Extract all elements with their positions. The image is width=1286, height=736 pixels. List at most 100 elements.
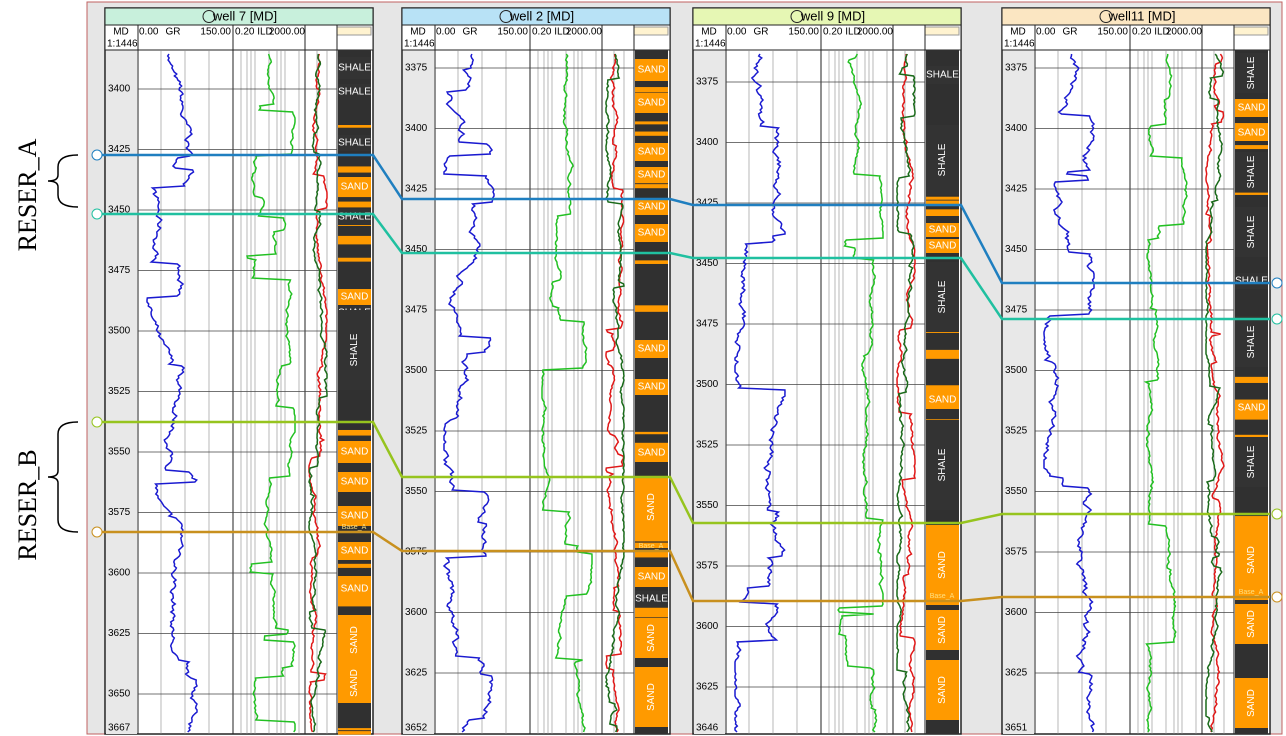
track-label: 150.00 [497, 27, 528, 38]
top-pick [91, 526, 103, 538]
lith-block [1235, 53, 1268, 93]
lith-label: SAND [341, 546, 369, 557]
lith-block [338, 84, 371, 100]
lith-block [926, 391, 959, 409]
lith-block [635, 618, 668, 658]
lith-streak [635, 607, 668, 614]
lith-streak [338, 728, 371, 731]
track-label: GR [463, 27, 478, 38]
top-pick [1271, 313, 1283, 325]
lith-label: SAND [341, 584, 369, 595]
depth-tick-label: 3400 [696, 137, 719, 148]
lith-block [635, 199, 668, 215]
res-curve-a [605, 53, 625, 733]
sub-header [692, 24, 962, 51]
lith-label: SAND [929, 241, 957, 252]
scale-label: 1:1446 [1004, 39, 1035, 50]
lith-streak [635, 184, 668, 189]
top-pick [1271, 591, 1283, 603]
mini-header [1233, 26, 1269, 36]
lith-label: SAND [937, 551, 948, 579]
depth-tick-label: 3575 [1005, 547, 1028, 558]
top-pick [91, 149, 103, 161]
depth-tick-label: 3600 [108, 568, 131, 579]
lith-label: SHALE [1246, 155, 1257, 188]
lith-streak [635, 431, 668, 435]
lith-block [338, 177, 371, 197]
lith-streak [338, 201, 371, 208]
lith-block [338, 310, 371, 390]
depth-track [403, 50, 434, 734]
lith-label: SAND [349, 669, 360, 697]
lith-label: SHALE [937, 280, 948, 313]
lith-streak [1235, 415, 1268, 420]
well-title: well11 [MD] [1108, 8, 1176, 23]
lith-streak [338, 235, 371, 239]
mini-header [924, 26, 960, 36]
lith-streak [926, 352, 959, 359]
lith-block [926, 66, 959, 84]
lith-label: SAND [1238, 103, 1266, 114]
depth-bottom-label: 3651 [1005, 723, 1028, 734]
correlation-line [97, 420, 1270, 525]
depth-tick-label: 3550 [1005, 486, 1028, 497]
track-label: 0.20 [532, 27, 552, 38]
lith-block [338, 289, 371, 305]
top-marker-label: Base_A [342, 524, 367, 531]
lith-label: SHALE [349, 333, 360, 366]
depth-tick-label: 3600 [1005, 607, 1028, 618]
lith-streak [635, 131, 668, 136]
lith-streak [1235, 376, 1268, 381]
lith-streak [1235, 434, 1268, 439]
correlation-line [97, 212, 1270, 321]
top-pick [91, 208, 103, 220]
lith-block [338, 542, 371, 560]
well-title: well 2 [MD] [509, 8, 574, 23]
depth-tick-label: 3625 [696, 682, 719, 693]
lith-block [1235, 437, 1268, 487]
brace [47, 421, 79, 533]
lith-streak [338, 563, 371, 568]
track-label: ILD [1154, 27, 1170, 38]
depth-tick-label: 3400 [1005, 123, 1028, 134]
lith-block [635, 93, 668, 113]
res-curve-b [604, 53, 625, 733]
lith-label: SAND [1246, 689, 1257, 717]
depth-tick-label: 3375 [405, 63, 428, 74]
track-label: 2000.00 [1166, 27, 1203, 38]
lith-label: SHALE [338, 212, 371, 223]
depth-tick-label: 3575 [108, 507, 131, 518]
lith-label: SAND [1246, 546, 1257, 574]
depth-tick-label: 3425 [108, 144, 131, 155]
ild-curve [541, 53, 593, 733]
lith-block [635, 567, 668, 587]
lith-streak [1235, 145, 1268, 150]
depth-tick-label: 3525 [696, 440, 719, 451]
lith-label: SAND [638, 344, 666, 355]
lith-label: SAND [638, 98, 666, 109]
scale-label: 1:1446 [404, 39, 435, 50]
sub-header [104, 24, 374, 51]
lith-streak [635, 306, 668, 310]
lith-block [635, 143, 668, 161]
lith-block [1235, 317, 1268, 367]
depth-tick-label: 3450 [696, 258, 719, 269]
lith-label: SAND [638, 448, 666, 459]
lith-block [338, 441, 371, 463]
lith-block [338, 472, 371, 492]
depth-tick-label: 3625 [405, 668, 428, 679]
lith-label: SAND [341, 292, 369, 303]
depth-tick-label: 3550 [696, 500, 719, 511]
track-label: ILD [257, 27, 273, 38]
depth-tick-label: 3625 [108, 628, 131, 639]
lith-label: SAND [349, 626, 360, 654]
track-label: 150.00 [788, 27, 819, 38]
mini-header [336, 26, 372, 36]
lith-streak [338, 166, 371, 173]
lith-block [1235, 152, 1268, 192]
depth-tick-label: 3375 [1005, 63, 1028, 74]
lith-block [926, 525, 959, 605]
